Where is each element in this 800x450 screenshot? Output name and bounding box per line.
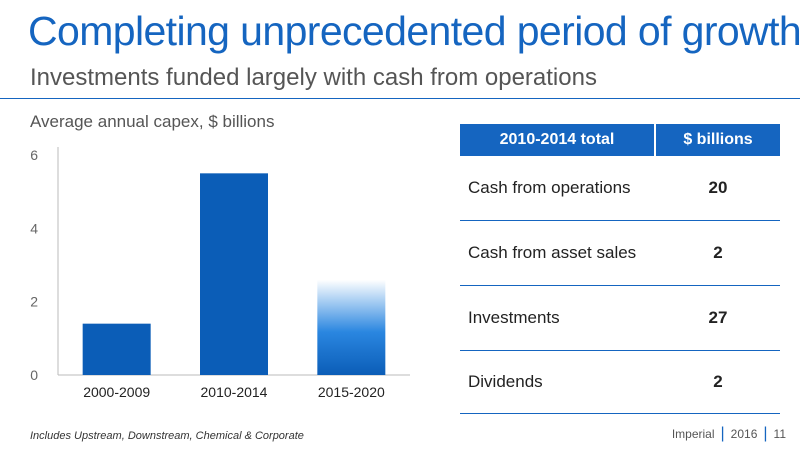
table-header-row: 2010-2014 total $ billions bbox=[460, 124, 780, 156]
x-tick-label: 2010-2014 bbox=[201, 384, 268, 400]
x-tick-label: 2015-2020 bbox=[318, 384, 385, 400]
table-row: Investments 27 bbox=[460, 286, 780, 351]
table-row: Cash from asset sales 2 bbox=[460, 221, 780, 286]
footer-page-number: 11 bbox=[773, 427, 786, 441]
slide-footer: Imperial | 2016 | 11 bbox=[672, 426, 786, 442]
table-row-label: Investments bbox=[468, 308, 560, 327]
footer-separator: | bbox=[720, 425, 725, 442]
page-title: Completing unprecedented period of growt… bbox=[28, 8, 800, 54]
bar-2015-2020 bbox=[317, 279, 386, 375]
table-row-value: 27 bbox=[708, 308, 728, 327]
footnote: Includes Upstream, Downstream, Chemical … bbox=[30, 430, 304, 442]
chart-ylabel: Average annual capex, $ billions bbox=[30, 112, 275, 131]
table-header-period: 2010-2014 total bbox=[460, 124, 656, 156]
table-header-units: $ billions bbox=[683, 131, 753, 148]
table-row: Cash from operations 20 bbox=[460, 156, 780, 221]
y-tick-label: 4 bbox=[30, 220, 38, 236]
header-divider bbox=[0, 98, 800, 99]
page-subtitle: Investments funded largely with cash fro… bbox=[30, 64, 597, 91]
x-tick-label: 2000-2009 bbox=[83, 384, 150, 400]
y-tick-label: 6 bbox=[30, 147, 38, 163]
table-row-label: Dividends bbox=[468, 372, 543, 391]
table-row-value: 20 bbox=[708, 178, 728, 197]
bar-2000-2009 bbox=[82, 323, 151, 375]
table-row-value: 2 bbox=[713, 243, 723, 262]
table-row-label: Cash from asset sales bbox=[468, 243, 637, 262]
footer-separator: | bbox=[763, 425, 768, 442]
funding-table: 2010-2014 total $ billions Cash from ope… bbox=[460, 124, 780, 414]
y-tick-label: 2 bbox=[30, 294, 38, 310]
table-row-value: 2 bbox=[713, 372, 723, 391]
footer-company: Imperial bbox=[671, 427, 715, 441]
y-tick-label: 0 bbox=[30, 367, 38, 383]
table-row: Dividends 2 bbox=[460, 351, 780, 414]
table-row-label: Cash from operations bbox=[468, 178, 631, 197]
capex-bar-chart: 0 2 4 6 2000-2009 2010-2014 2015-2020 bbox=[30, 147, 410, 400]
bar-2010-2014 bbox=[200, 173, 268, 375]
footer-year: 2016 bbox=[730, 427, 758, 441]
